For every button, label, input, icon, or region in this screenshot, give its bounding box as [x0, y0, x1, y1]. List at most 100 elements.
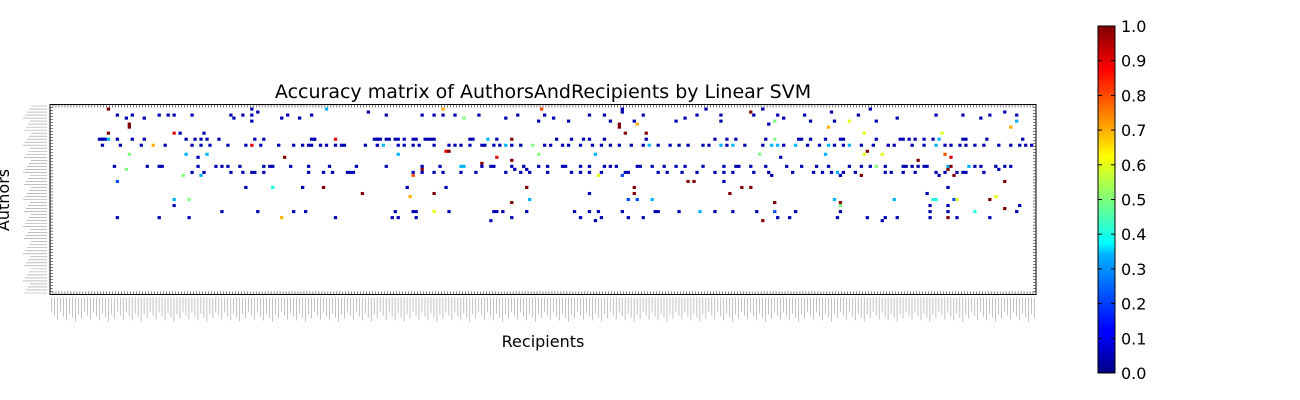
heatmap-cell — [495, 210, 499, 214]
heatmap-cell — [874, 137, 878, 141]
heatmap-cell — [823, 137, 828, 141]
heatmap-cell — [764, 164, 768, 168]
heatmap-cell — [737, 164, 741, 168]
heatmap-cell — [761, 219, 765, 223]
heatmap-cell — [432, 137, 436, 141]
heatmap-cell — [632, 191, 636, 196]
heatmap-cell — [847, 143, 852, 147]
heatmap-cell — [823, 152, 828, 156]
heatmap-cell — [384, 113, 388, 117]
heatmap-cell — [184, 152, 188, 156]
heatmap-cell — [250, 119, 254, 123]
heatmap-cell — [543, 113, 547, 117]
heatmap-cell — [214, 164, 218, 168]
heatmap-cell — [988, 197, 992, 202]
heatmap-cell — [949, 143, 953, 147]
heatmap-cell — [683, 116, 687, 120]
heatmap-cell — [731, 170, 735, 174]
heatmap-cell — [964, 143, 968, 147]
heatmap-cell — [543, 143, 547, 147]
heatmap-cell — [420, 170, 424, 174]
heatmap-cell — [838, 204, 843, 208]
heatmap-cell — [859, 164, 864, 168]
heatmap-cell — [868, 107, 872, 111]
heatmap-cell — [749, 185, 753, 189]
heatmap-cell — [283, 155, 287, 159]
heatmap-cell — [602, 164, 607, 168]
heatmap-cell — [292, 210, 296, 214]
heatmap-cell — [205, 152, 209, 156]
heatmap-cell — [961, 170, 965, 174]
heatmap-cell — [411, 210, 415, 214]
heatmap-cell — [632, 185, 636, 189]
heatmap-cell — [587, 210, 592, 214]
heatmap-cell — [372, 137, 376, 141]
heatmap-cell — [498, 143, 502, 147]
heatmap-cell — [187, 216, 191, 220]
heatmap-cell — [106, 137, 111, 141]
heatmap-cell — [318, 143, 323, 147]
heatmap-cell — [462, 116, 466, 120]
heatmap-cell — [895, 216, 899, 220]
heatmap-cell — [620, 173, 624, 177]
heatmap-cell — [943, 152, 947, 156]
heatmap-cell — [653, 210, 657, 214]
colorbar-tick-label: 0.8 — [1121, 86, 1146, 105]
heatmap-cell — [578, 164, 583, 168]
heatmap-cell — [635, 122, 639, 126]
heatmap-cell — [378, 137, 382, 141]
heatmap-cell — [190, 170, 194, 174]
heatmap-cell — [814, 164, 819, 168]
heatmap-cell — [808, 119, 813, 123]
heatmap-cell — [722, 164, 726, 168]
heatmap-cell — [375, 143, 379, 147]
heatmap-cell — [761, 107, 765, 111]
heatmap-cell — [384, 137, 388, 141]
heatmap-cell — [874, 164, 878, 168]
heatmap-cell — [220, 164, 224, 168]
heatmap-cell — [387, 137, 391, 141]
heatmap-cell — [955, 216, 959, 220]
heatmap-cell — [199, 143, 203, 147]
y-ticks — [50, 104, 1036, 295]
heatmap-cell — [1003, 179, 1007, 183]
heatmap-cell — [420, 167, 424, 171]
heatmap-cell — [429, 137, 433, 141]
heatmap-cell — [752, 170, 756, 174]
heatmap-cell — [226, 143, 230, 147]
heatmap-cell — [602, 113, 607, 117]
heatmap-cell — [181, 173, 185, 177]
heatmap-cell — [504, 143, 508, 147]
heatmap-cell — [776, 113, 780, 117]
heatmap-cell — [229, 113, 233, 117]
heatmap-cell — [402, 143, 406, 147]
heatmap-cell — [799, 164, 804, 168]
heatmap-cell — [468, 137, 472, 141]
heatmap-cell — [668, 143, 672, 147]
heatmap-cell — [157, 216, 161, 220]
heatmap-cell — [106, 107, 111, 111]
heatmap-cell — [587, 113, 592, 117]
heatmap-cell — [441, 170, 445, 174]
heatmap-cell — [979, 116, 983, 120]
heatmap-cell — [817, 143, 822, 147]
heatmap-cell — [259, 143, 263, 147]
x-ticks — [49, 104, 1037, 295]
heatmap-cell — [656, 210, 660, 214]
heatmap-cell — [988, 113, 992, 117]
heatmap-cell — [725, 143, 729, 147]
heatmap-cell — [554, 137, 559, 141]
heatmap-cell — [115, 179, 120, 183]
heatmap-cell — [504, 170, 508, 174]
heatmap-cell — [300, 143, 305, 147]
heatmap-cell — [946, 216, 950, 220]
heatmap-tick-labels — [23, 105, 1035, 322]
heatmap-cell — [865, 149, 869, 153]
heatmap-cell — [767, 170, 771, 174]
heatmap-cell — [901, 137, 905, 141]
heatmap-cell — [973, 210, 977, 214]
heatmap-cell — [773, 119, 777, 123]
heatmap-cell — [901, 164, 905, 168]
colorbar-tick-label: 0.2 — [1121, 295, 1146, 314]
heatmap-cell — [988, 216, 992, 220]
